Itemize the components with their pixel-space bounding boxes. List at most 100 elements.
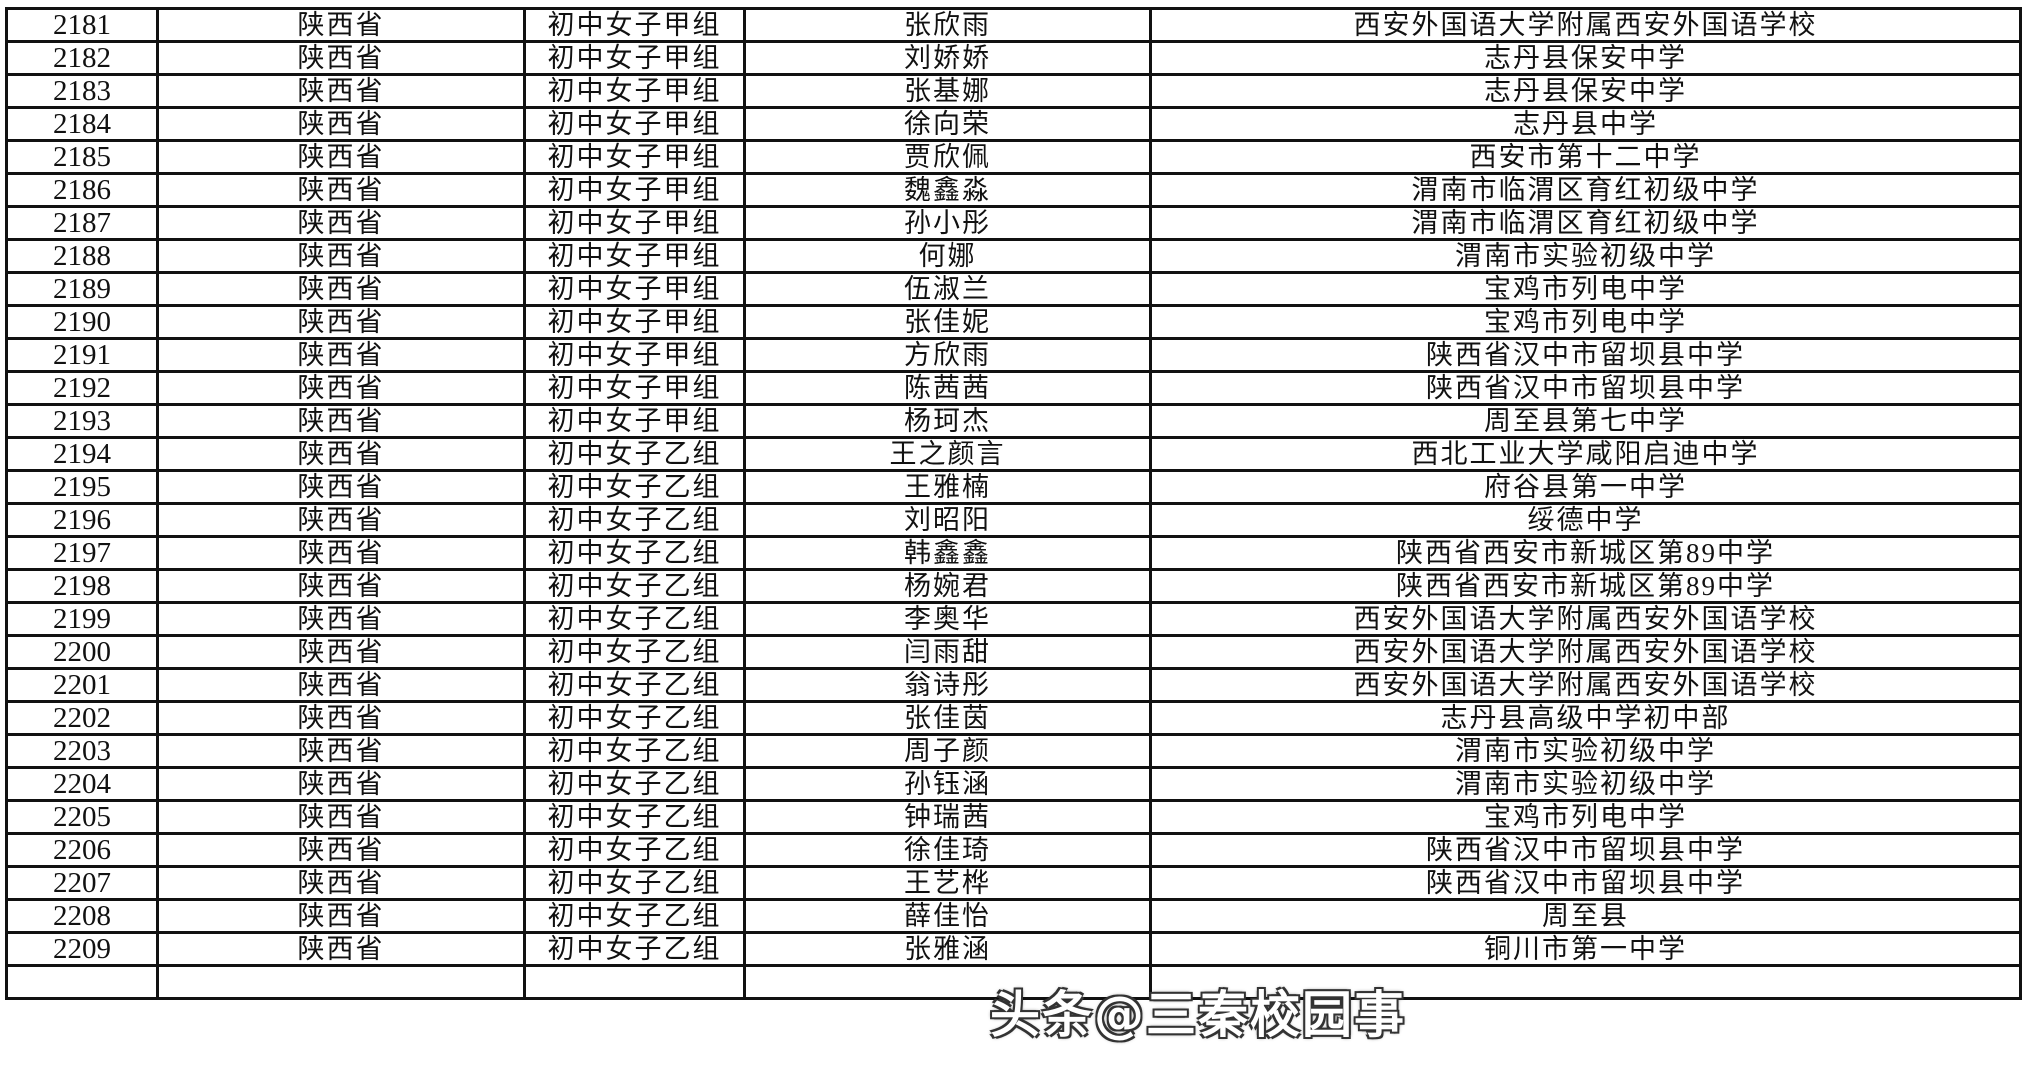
cell-province: 陕西省: [156, 700, 526, 736]
cell-school: 西安外国语大学附属西安外国语学校: [1149, 7, 2022, 43]
cell-province: 陕西省: [156, 865, 526, 901]
cell-row-number: 2186: [5, 172, 159, 208]
cell-category: 初中女子甲组: [523, 139, 746, 175]
table-row: 2201 陕西省 初中女子乙组 翁诗彤 西安外国语大学附属西安外国语学校: [5, 667, 2022, 703]
cell-name: 翁诗彤: [743, 667, 1152, 703]
cell-name: 韩鑫鑫: [743, 535, 1152, 571]
cell-category: 初中女子甲组: [523, 271, 746, 307]
watermark: 头条@三秦校园事: [990, 986, 1406, 1044]
cell-category: 初中女子甲组: [523, 370, 746, 406]
table-row: 2200 陕西省 初中女子乙组 闫雨甜 西安外国语大学附属西安外国语学校: [5, 634, 2022, 670]
cell-province: 陕西省: [156, 436, 526, 472]
cell-row-number: 2181: [5, 7, 159, 43]
table-row: 2189 陕西省 初中女子甲组 伍淑兰 宝鸡市列电中学: [5, 271, 2022, 307]
cell-row-number: 2195: [5, 469, 159, 505]
cell-name: 薛佳怡: [743, 898, 1152, 934]
cell-province: 陕西省: [156, 898, 526, 934]
cell-row-number: 2203: [5, 733, 159, 769]
cell-school: 渭南市实验初级中学: [1149, 733, 2022, 769]
cell-row-number: 2190: [5, 304, 159, 340]
cell-row-number: 2188: [5, 238, 159, 274]
cell-row-number: 2187: [5, 205, 159, 241]
cell-category: 初中女子甲组: [523, 205, 746, 241]
cell-province: 陕西省: [156, 238, 526, 274]
registration-table: 2181 陕西省 初中女子甲组 张欣雨 西安外国语大学附属西安外国语学校 2182 陕西省初…: [5, 7, 2022, 1000]
cell-row-number: 2206: [5, 832, 159, 868]
cell-province: 陕西省: [156, 568, 526, 604]
cell-name: 孙钰涵: [743, 766, 1152, 802]
cell-name: 张佳茵: [743, 700, 1152, 736]
table-row: 2199 陕西省 初中女子乙组 李奥华 西安外国语大学附属西安外国语学校: [5, 601, 2022, 637]
cell-name: 徐佳琦: [743, 832, 1152, 868]
table-row: 2182 陕西省 初中女子甲组 刘娇娇 志丹县保安中学: [5, 40, 2022, 76]
cell-empty: [5, 964, 159, 1000]
cell-province: 陕西省: [156, 502, 526, 538]
table-row: 2192 陕西省 初中女子甲组 陈茜茜 陕西省汉中市留坝县中学: [5, 370, 2022, 406]
table-row: 2191 陕西省 初中女子甲组 方欣雨 陕西省汉中市留坝县中学: [5, 337, 2022, 373]
table-row: 2202 陕西省 初中女子乙组 张佳茵 志丹县高级中学初中部: [5, 700, 2022, 736]
cell-name: 陈茜茜: [743, 370, 1152, 406]
cell-category: 初中女子甲组: [523, 7, 746, 43]
cell-province: 陕西省: [156, 634, 526, 670]
cell-province: 陕西省: [156, 601, 526, 637]
cell-province: 陕西省: [156, 469, 526, 505]
cell-school: 渭南市临渭区育红初级中学: [1149, 205, 2022, 241]
cell-row-number: 2209: [5, 931, 159, 967]
table-row: 2186 陕西省 初中女子甲组 魏鑫淼 渭南市临渭区育红初级中学: [5, 172, 2022, 208]
cell-province: 陕西省: [156, 139, 526, 175]
cell-category: 初中女子乙组: [523, 502, 746, 538]
cell-school: 宝鸡市列电中学: [1149, 799, 2022, 835]
cell-province: 陕西省: [156, 73, 526, 109]
cell-province: 陕西省: [156, 733, 526, 769]
cell-name: 徐向荣: [743, 106, 1152, 142]
cell-name: 张佳妮: [743, 304, 1152, 340]
cell-row-number: 2185: [5, 139, 159, 175]
cell-name: 魏鑫淼: [743, 172, 1152, 208]
cell-school: 宝鸡市列电中学: [1149, 271, 2022, 307]
table-row: 2187 陕西省 初中女子甲组 孙小彤 渭南市临渭区育红初级中学: [5, 205, 2022, 241]
cell-category: 初中女子乙组: [523, 667, 746, 703]
cell-school: 渭南市实验初级中学: [1149, 766, 2022, 802]
cell-row-number: 2192: [5, 370, 159, 406]
cell-school: 府谷县第一中学: [1149, 469, 2022, 505]
cell-category: 初中女子乙组: [523, 634, 746, 670]
cell-category: 初中女子甲组: [523, 304, 746, 340]
cell-name: 闫雨甜: [743, 634, 1152, 670]
cell-province: 陕西省: [156, 106, 526, 142]
cell-school: 陕西省汉中市留坝县中学: [1149, 370, 2022, 406]
table-row: 2207 陕西省 初中女子乙组 王艺桦 陕西省汉中市留坝县中学: [5, 865, 2022, 901]
cell-row-number: 2199: [5, 601, 159, 637]
cell-name: 伍淑兰: [743, 271, 1152, 307]
cell-row-number: 2183: [5, 73, 159, 109]
cell-province: 陕西省: [156, 766, 526, 802]
cell-school: 渭南市临渭区育红初级中学: [1149, 172, 2022, 208]
table-row: 2205 陕西省 初中女子乙组 钟瑞茜 宝鸡市列电中学: [5, 799, 2022, 835]
cell-name: 张基娜: [743, 73, 1152, 109]
cell-category: 初中女子甲组: [523, 73, 746, 109]
table-row: 2181 陕西省 初中女子甲组 张欣雨 西安外国语大学附属西安外国语学校: [5, 7, 2022, 43]
cell-school: 西安外国语大学附属西安外国语学校: [1149, 634, 2022, 670]
cell-name: 周子颜: [743, 733, 1152, 769]
cell-category: 初中女子乙组: [523, 766, 746, 802]
cell-school: 周至县: [1149, 898, 2022, 934]
cell-category: 初中女子乙组: [523, 469, 746, 505]
table-row: 2197 陕西省 初中女子乙组 韩鑫鑫 陕西省西安市新城区第89中学: [5, 535, 2022, 571]
cell-empty: [743, 964, 1152, 1000]
cell-row-number: 2200: [5, 634, 159, 670]
table-row: 2194 陕西省 初中女子乙组 王之颜言 西北工业大学咸阳启迪中学: [5, 436, 2022, 472]
cell-school: 西安外国语大学附属西安外国语学校: [1149, 601, 2022, 637]
cell-empty: [1149, 964, 2022, 1000]
cell-province: 陕西省: [156, 403, 526, 439]
cell-school: 西北工业大学咸阳启迪中学: [1149, 436, 2022, 472]
cell-province: 陕西省: [156, 370, 526, 406]
table-row: 2183 陕西省 初中女子甲组 张基娜 志丹县保安中学: [5, 73, 2022, 109]
cell-school: 志丹县高级中学初中部: [1149, 700, 2022, 736]
cell-school: 铜川市第一中学: [1149, 931, 2022, 967]
cell-name: 杨婉君: [743, 568, 1152, 604]
table-row: 2185 陕西省 初中女子甲组 贾欣佩 西安市第十二中学: [5, 139, 2022, 175]
cell-name: 张雅涵: [743, 931, 1152, 967]
cell-category: 初中女子乙组: [523, 832, 746, 868]
cell-name: 杨珂杰: [743, 403, 1152, 439]
cell-school: 周至县第七中学: [1149, 403, 2022, 439]
cell-school: 志丹县中学: [1149, 106, 2022, 142]
